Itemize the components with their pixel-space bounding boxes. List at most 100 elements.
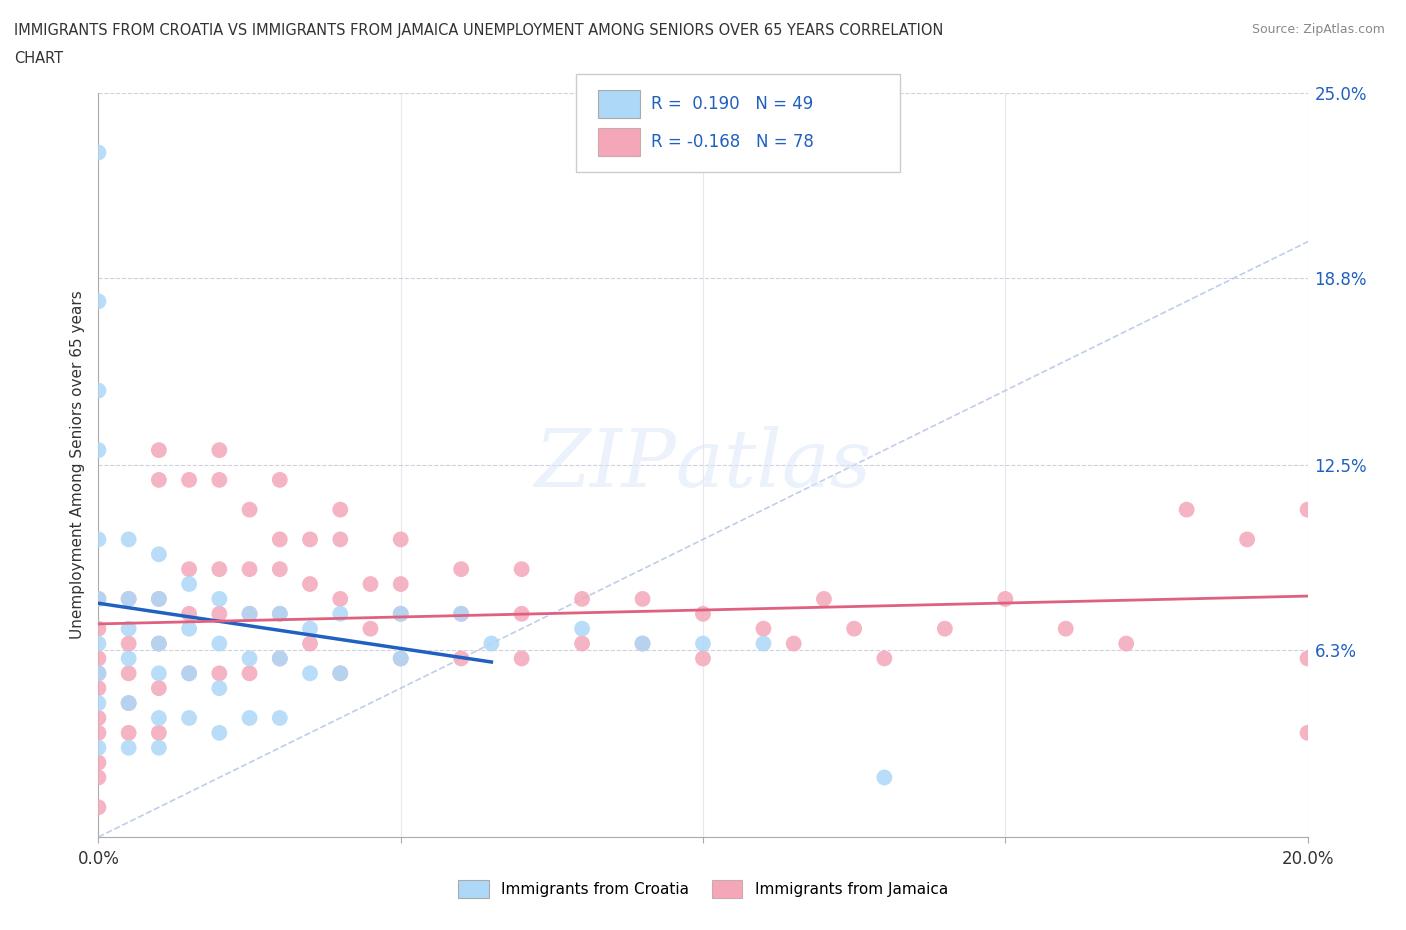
Point xyxy=(87,666,110,681)
Point xyxy=(179,472,201,487)
Point xyxy=(208,472,231,487)
Point xyxy=(208,443,231,458)
Point xyxy=(510,562,533,577)
Point xyxy=(844,621,866,636)
Point xyxy=(1296,502,1319,517)
Point xyxy=(179,711,201,725)
Text: IMMIGRANTS FROM CROATIA VS IMMIGRANTS FROM JAMAICA UNEMPLOYMENT AMONG SENIORS OV: IMMIGRANTS FROM CROATIA VS IMMIGRANTS FR… xyxy=(14,23,943,38)
Point xyxy=(87,532,110,547)
Point xyxy=(239,562,262,577)
Point xyxy=(510,651,533,666)
Point xyxy=(87,621,110,636)
Point xyxy=(179,606,201,621)
Point xyxy=(87,725,110,740)
Point xyxy=(239,502,262,517)
Point xyxy=(269,472,291,487)
Point xyxy=(299,636,322,651)
Point xyxy=(389,606,412,621)
Point xyxy=(118,532,141,547)
Point xyxy=(179,666,201,681)
Point xyxy=(299,621,322,636)
Text: ZIP​atlas: ZIP​atlas xyxy=(534,426,872,504)
Text: CHART: CHART xyxy=(14,51,63,66)
Point xyxy=(269,651,291,666)
Point xyxy=(752,621,775,636)
Point xyxy=(118,651,141,666)
Point xyxy=(87,770,110,785)
Point xyxy=(148,591,170,606)
Point xyxy=(148,636,170,651)
Point xyxy=(87,591,110,606)
Point xyxy=(631,636,654,651)
Point xyxy=(87,800,110,815)
Point xyxy=(299,666,322,681)
Point xyxy=(269,711,291,725)
Point xyxy=(87,666,110,681)
Point xyxy=(481,636,503,651)
Point xyxy=(87,681,110,696)
Point xyxy=(329,532,352,547)
Point xyxy=(118,591,141,606)
Point xyxy=(87,636,110,651)
Point xyxy=(269,606,291,621)
Point xyxy=(118,696,141,711)
Point xyxy=(571,636,593,651)
Point xyxy=(148,443,170,458)
Point xyxy=(631,636,654,651)
Point xyxy=(1296,651,1319,666)
Point xyxy=(329,666,352,681)
Point xyxy=(631,591,654,606)
Point xyxy=(389,651,412,666)
Point xyxy=(360,621,382,636)
Point xyxy=(239,606,262,621)
Point xyxy=(179,666,201,681)
Point xyxy=(87,294,110,309)
Point xyxy=(118,740,141,755)
Point xyxy=(329,591,352,606)
Point xyxy=(1175,502,1198,517)
Point xyxy=(752,636,775,651)
Point xyxy=(1115,636,1137,651)
Text: Source: ZipAtlas.com: Source: ZipAtlas.com xyxy=(1251,23,1385,36)
Point xyxy=(783,636,806,651)
Point xyxy=(692,606,714,621)
Point xyxy=(208,606,231,621)
Point xyxy=(360,577,382,591)
Point xyxy=(239,651,262,666)
Point xyxy=(389,577,412,591)
Point xyxy=(87,696,110,711)
Point xyxy=(299,532,322,547)
Point xyxy=(148,711,170,725)
Point xyxy=(148,681,170,696)
Point xyxy=(179,577,201,591)
Point xyxy=(118,591,141,606)
Point xyxy=(239,666,262,681)
Point xyxy=(299,577,322,591)
Point xyxy=(389,532,412,547)
Point xyxy=(208,562,231,577)
Point xyxy=(208,681,231,696)
Point xyxy=(450,562,472,577)
Point xyxy=(692,651,714,666)
Point xyxy=(118,621,141,636)
Point xyxy=(87,591,110,606)
Point xyxy=(208,725,231,740)
Point xyxy=(208,591,231,606)
Point xyxy=(1296,725,1319,740)
Point xyxy=(571,591,593,606)
Point xyxy=(148,591,170,606)
Point xyxy=(389,606,412,621)
Point xyxy=(179,621,201,636)
Point xyxy=(118,636,141,651)
Point xyxy=(1054,621,1077,636)
Point xyxy=(87,755,110,770)
Point xyxy=(329,502,352,517)
Point xyxy=(329,666,352,681)
Point xyxy=(87,443,110,458)
Point xyxy=(510,606,533,621)
Point xyxy=(692,636,714,651)
Point xyxy=(813,591,835,606)
Point xyxy=(208,666,231,681)
Point xyxy=(873,651,896,666)
Point xyxy=(87,383,110,398)
